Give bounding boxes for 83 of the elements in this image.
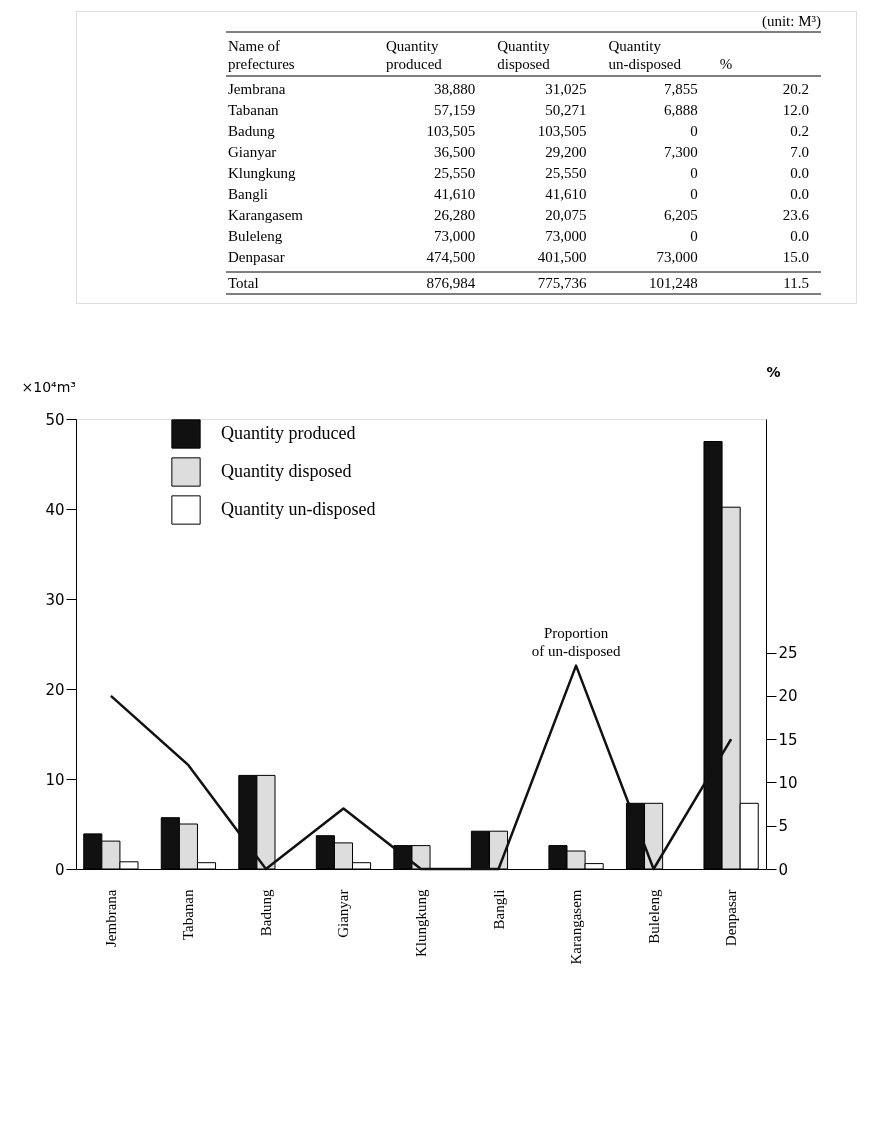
legend-label: Quantity un-disposed (221, 499, 376, 519)
text: 31,025 (545, 81, 587, 97)
x-tick-label: Karangasem (568, 889, 585, 965)
text: 474,500 (426, 249, 476, 265)
y2-tick-label: 20 (778, 687, 798, 706)
y-tick-label: 40 (45, 500, 65, 519)
text: 7,855 (664, 81, 698, 97)
text: Buleleng (228, 228, 283, 244)
text: 41,610 (545, 186, 587, 202)
text: 38,880 (434, 81, 476, 97)
text: 0.0 (790, 228, 809, 244)
x-tick-label: Gianyar (335, 889, 352, 938)
y-tick-label: 30 (45, 590, 65, 609)
text: Badung (228, 123, 276, 139)
text: 73,000 (656, 249, 698, 265)
text: Klungkung (228, 165, 296, 181)
text: 401,500 (537, 249, 587, 265)
text: 6,205 (664, 207, 698, 223)
y-tick-label: 0 (54, 860, 65, 879)
text: Quantity disposed (497, 38, 551, 72)
y-axis-title: ×10⁴m³ (21, 378, 76, 395)
y2-tick-label: 5 (778, 817, 789, 836)
text: 7,300 (664, 144, 698, 160)
text: 12.0 (782, 102, 809, 118)
y-tick-label: 50 (45, 410, 65, 429)
text: Quantity produced (386, 38, 443, 72)
x-tick-label: Buleleng (645, 889, 662, 944)
text: 775,736 (537, 275, 587, 291)
text: 0.0 (790, 165, 809, 181)
text: 20.2 (782, 81, 809, 97)
text: 0.0 (790, 186, 809, 202)
text: 23.6 (782, 207, 810, 223)
text: 103,505 (537, 123, 587, 139)
text: 7.0 (790, 144, 809, 160)
y2-axis-title: % (766, 363, 781, 380)
text: 103,505 (426, 123, 476, 139)
text: 25,550 (434, 165, 476, 181)
text: % (719, 56, 733, 72)
text: 6,888 (664, 102, 698, 118)
text: Total (228, 275, 259, 291)
text: 36,500 (434, 144, 476, 160)
text: 101,248 (649, 275, 698, 291)
y2-tick-label: 10 (778, 773, 798, 792)
y2-tick-label: 15 (778, 730, 798, 749)
text: Bangli (228, 186, 268, 202)
legend-label: Quantity produced (221, 423, 356, 443)
y2-tick-label: 25 (778, 644, 798, 663)
text: Jembrana (228, 81, 286, 97)
text: 0 (690, 165, 698, 181)
text: 0 (690, 186, 698, 202)
text: Name of prefectures (228, 38, 295, 72)
text: Tabanan (228, 102, 280, 118)
text: 0.2 (790, 123, 809, 139)
text: 11.5 (783, 275, 809, 291)
text: 0 (690, 123, 698, 139)
y-tick-label: 10 (45, 770, 65, 789)
series-label: Proportion of un-disposed (531, 624, 621, 659)
text: 50,271 (545, 102, 587, 118)
text: 57,159 (434, 102, 476, 118)
text: (unit: M³) (761, 13, 821, 30)
x-tick-label: Tabanan (180, 889, 197, 941)
text: Denpasar (228, 249, 285, 265)
y2-tick-label: 0 (778, 860, 789, 879)
text: 20,075 (545, 207, 587, 223)
x-tick-label: Klungkung (413, 889, 429, 957)
x-tick-label: Bangli (490, 889, 507, 930)
x-tick-label: Jembrana (102, 889, 119, 947)
text: 73,000 (545, 228, 587, 244)
text: 29,200 (545, 144, 587, 160)
text: 0 (690, 228, 698, 244)
x-tick-label: Denpasar (723, 889, 740, 947)
text: Karangasem (228, 207, 304, 223)
text: 25,550 (545, 165, 587, 181)
text: 15.0 (782, 249, 809, 265)
text: 876,984 (426, 275, 476, 291)
text: Quantity un-disposed (608, 38, 682, 72)
y-tick-label: 20 (45, 680, 65, 699)
x-tick-label: Badung (257, 889, 274, 937)
legend-label: Quantity disposed (221, 461, 352, 481)
text: 73,000 (434, 228, 476, 244)
text: 41,610 (434, 186, 476, 202)
text: Gianyar (228, 144, 277, 160)
text: 26,280 (434, 207, 476, 223)
